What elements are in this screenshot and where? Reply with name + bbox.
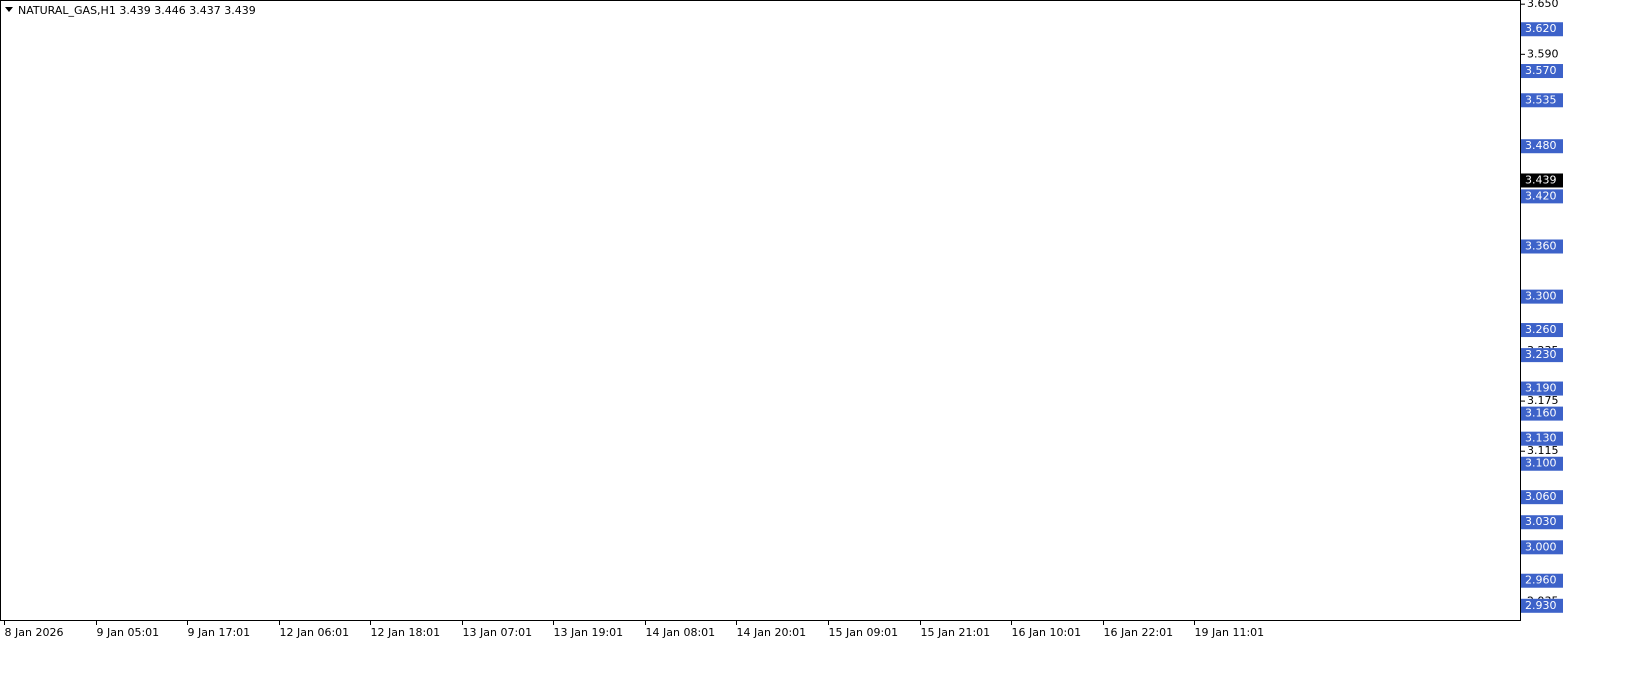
x-tick-label: 8 Jan 2026 [5,626,64,639]
x-tick-label: 15 Jan 21:01 [921,626,991,639]
level-label-box [1521,381,1563,396]
level-label: 3.360 [1525,239,1557,252]
level-label: 3.230 [1525,348,1557,361]
x-tick-label: 9 Jan 05:01 [97,626,160,639]
x-tick-label: 14 Jan 20:01 [737,626,807,639]
y-tick-label: 3.175 [1527,394,1559,407]
y-tick-label: 3.590 [1527,47,1559,60]
x-tick-label: 13 Jan 07:01 [463,626,533,639]
x-tick-label: 12 Jan 06:01 [280,626,350,639]
level-label-box [1521,456,1563,471]
x-tick-label: 9 Jan 17:01 [188,626,251,639]
level-label-box [1521,239,1563,254]
level-label: 3.570 [1525,64,1557,77]
level-label-box [1521,189,1563,204]
level-label: 3.030 [1525,515,1557,528]
x-tick-label: 12 Jan 18:01 [371,626,441,639]
level-label-box [1521,573,1563,588]
level-label-box [1521,406,1563,421]
price-label: 3.439 [1525,173,1557,186]
level-label: 3.100 [1525,457,1557,470]
level-label: 3.160 [1525,407,1557,420]
level-label-box [1521,348,1563,363]
level-label: 3.535 [1525,93,1557,106]
level-label-box [1521,598,1563,613]
x-tick-label: 16 Jan 22:01 [1104,626,1174,639]
level-label-box [1521,515,1563,530]
price-label-box [1521,173,1563,188]
level-label: 3.420 [1525,189,1557,202]
y-tick-label: 3.115 [1527,444,1559,457]
level-label-box [1521,93,1563,108]
level-label-box [1521,431,1563,446]
x-tick-label: 15 Jan 09:01 [829,626,899,639]
level-label-box [1521,289,1563,304]
y-tick-label: 3.650 [1527,0,1559,10]
level-label: 3.620 [1525,22,1557,35]
chart-title: NATURAL_GAS,H1 3.439 3.446 3.437 3.439 [18,4,256,17]
level-label-box [1521,64,1563,79]
level-label: 3.190 [1525,382,1557,395]
level-label: 2.960 [1525,574,1557,587]
level-label: 3.300 [1525,290,1557,303]
symbol-arrow [5,7,13,12]
level-label: 3.000 [1525,540,1557,553]
level-label: 3.130 [1525,432,1557,445]
plot-frame [0,0,1521,621]
level-label-box [1521,22,1563,37]
level-label: 3.260 [1525,323,1557,336]
level-label-box [1521,323,1563,338]
level-label-box [1521,540,1563,555]
x-tick-label: 19 Jan 11:01 [1195,626,1265,639]
x-tick-label: 16 Jan 10:01 [1012,626,1082,639]
x-tick-label: 13 Jan 19:01 [554,626,624,639]
level-label-box [1521,139,1563,154]
level-label: 3.480 [1525,139,1557,152]
level-label-box [1521,490,1563,505]
x-tick-label: 14 Jan 08:01 [646,626,716,639]
level-label: 2.930 [1525,599,1557,612]
level-label: 3.060 [1525,490,1557,503]
